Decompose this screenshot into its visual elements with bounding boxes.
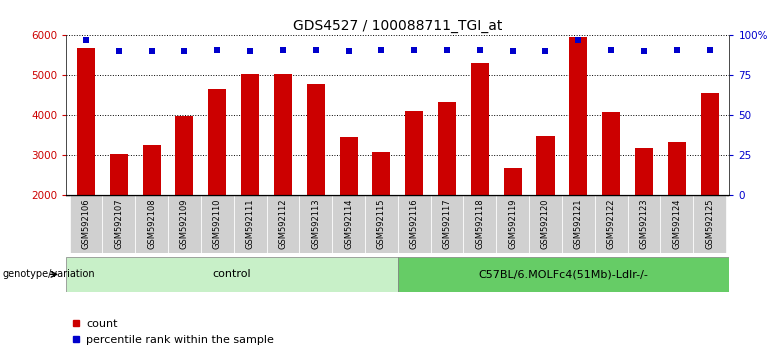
FancyBboxPatch shape <box>431 195 463 253</box>
FancyBboxPatch shape <box>463 195 496 253</box>
FancyBboxPatch shape <box>398 195 431 253</box>
Point <box>211 47 224 52</box>
Text: GSM592109: GSM592109 <box>180 199 189 249</box>
Bar <box>339 137 357 195</box>
Point <box>342 48 355 54</box>
Text: genotype/variation: genotype/variation <box>2 269 95 279</box>
Bar <box>241 74 259 195</box>
Point <box>605 47 618 52</box>
Point <box>80 37 92 43</box>
FancyBboxPatch shape <box>267 195 300 253</box>
Point <box>473 47 486 52</box>
Point <box>375 47 388 52</box>
Point <box>441 47 453 52</box>
Bar <box>405 111 424 195</box>
Text: GSM592114: GSM592114 <box>344 199 353 249</box>
FancyBboxPatch shape <box>529 195 562 253</box>
Text: GSM592122: GSM592122 <box>607 199 615 249</box>
Bar <box>274 74 292 195</box>
Text: GSM592123: GSM592123 <box>640 199 648 249</box>
Point <box>145 48 158 54</box>
Text: GSM592115: GSM592115 <box>377 199 386 249</box>
Point <box>671 47 683 52</box>
FancyBboxPatch shape <box>661 195 693 253</box>
Text: GSM592108: GSM592108 <box>147 199 156 249</box>
Text: GSM592118: GSM592118 <box>475 199 484 249</box>
Bar <box>635 148 653 195</box>
FancyBboxPatch shape <box>332 195 365 253</box>
Text: GSM592120: GSM592120 <box>541 199 550 249</box>
Bar <box>602 112 620 195</box>
Point <box>506 48 519 54</box>
FancyBboxPatch shape <box>102 195 135 253</box>
Text: GSM592113: GSM592113 <box>311 199 321 249</box>
Point <box>112 48 125 54</box>
FancyBboxPatch shape <box>168 195 201 253</box>
Bar <box>668 142 686 195</box>
FancyBboxPatch shape <box>562 195 594 253</box>
Text: GSM592119: GSM592119 <box>509 199 517 249</box>
FancyBboxPatch shape <box>69 195 102 253</box>
Point <box>408 47 420 52</box>
Bar <box>700 93 718 195</box>
Bar <box>77 48 95 195</box>
Title: GDS4527 / 100088711_TGI_at: GDS4527 / 100088711_TGI_at <box>293 19 502 33</box>
FancyBboxPatch shape <box>594 195 628 253</box>
Bar <box>372 153 391 195</box>
Legend: count, percentile rank within the sample: count, percentile rank within the sample <box>72 319 275 345</box>
Text: GSM592112: GSM592112 <box>278 199 287 249</box>
Text: C57BL/6.MOLFc4(51Mb)-Ldlr-/-: C57BL/6.MOLFc4(51Mb)-Ldlr-/- <box>479 269 648 279</box>
Text: GSM592125: GSM592125 <box>705 199 714 249</box>
Bar <box>569 37 587 195</box>
Point <box>638 48 651 54</box>
FancyBboxPatch shape <box>365 195 398 253</box>
Text: GSM592116: GSM592116 <box>410 199 419 249</box>
Point <box>244 48 257 54</box>
FancyBboxPatch shape <box>693 195 726 253</box>
FancyBboxPatch shape <box>496 195 529 253</box>
Text: control: control <box>213 269 251 279</box>
Text: GSM592110: GSM592110 <box>213 199 222 249</box>
Bar <box>143 145 161 195</box>
Text: GSM592106: GSM592106 <box>81 199 90 249</box>
FancyBboxPatch shape <box>300 195 332 253</box>
Bar <box>537 136 555 195</box>
FancyBboxPatch shape <box>135 195 168 253</box>
Point <box>704 47 716 52</box>
Bar <box>471 63 489 195</box>
FancyBboxPatch shape <box>66 257 398 292</box>
Bar <box>504 167 522 195</box>
FancyBboxPatch shape <box>398 257 729 292</box>
Bar <box>176 116 193 195</box>
FancyBboxPatch shape <box>628 195 661 253</box>
Point <box>539 48 551 54</box>
Bar <box>110 154 128 195</box>
FancyBboxPatch shape <box>234 195 267 253</box>
Text: GSM592111: GSM592111 <box>246 199 254 249</box>
Point <box>277 47 289 52</box>
Text: GSM592124: GSM592124 <box>672 199 681 249</box>
Point <box>572 37 584 43</box>
Bar <box>208 89 226 195</box>
Bar <box>307 84 324 195</box>
Text: GSM592107: GSM592107 <box>115 199 123 249</box>
Point <box>178 48 190 54</box>
Text: GSM592117: GSM592117 <box>442 199 452 249</box>
Text: GSM592121: GSM592121 <box>574 199 583 249</box>
Bar <box>438 102 456 195</box>
Point <box>310 47 322 52</box>
FancyBboxPatch shape <box>201 195 234 253</box>
